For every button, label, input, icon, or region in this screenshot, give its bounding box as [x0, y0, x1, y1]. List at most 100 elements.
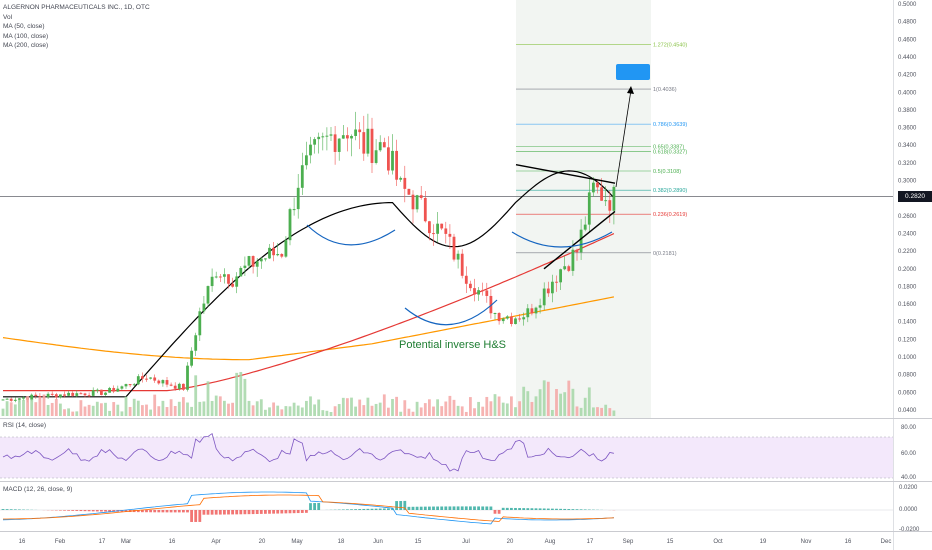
volume-bar — [583, 397, 587, 416]
volume-bar — [604, 404, 608, 416]
candle-body — [132, 384, 136, 386]
time-tick: Dec — [881, 539, 892, 545]
volume-bar — [173, 405, 177, 416]
volume-bar — [71, 411, 75, 416]
pattern-annotation[interactable]: Potential inverse H&S — [399, 339, 506, 351]
legend-ma100[interactable]: MA (100, close) — [3, 32, 49, 40]
price-tick: 0.3800 — [898, 108, 917, 114]
volume-bar — [493, 394, 497, 416]
legend-ma200[interactable]: MA (200, close) — [3, 42, 49, 49]
macd-histogram-bar — [395, 501, 398, 510]
macd-histogram-bar — [18, 509, 21, 510]
fib-label: 0.786(0.3639) — [653, 122, 687, 128]
legend-vol[interactable]: Vol — [3, 13, 13, 21]
volume-bar — [346, 398, 349, 416]
candle-body — [571, 249, 575, 271]
candle-body — [362, 132, 366, 154]
candle-body — [34, 394, 38, 397]
volume-bar — [169, 399, 173, 416]
price-tick: 0.4200 — [898, 73, 917, 79]
macd-histogram-bar — [382, 508, 386, 510]
candle-body — [161, 380, 165, 384]
volume-bar — [600, 407, 603, 416]
rsi-legend[interactable]: RSI (14, close) — [3, 422, 46, 429]
macd-histogram-bar — [124, 510, 128, 512]
candle-body — [452, 236, 456, 260]
volume-bar — [161, 400, 165, 416]
fib-label: 0(0.2181) — [653, 251, 677, 257]
macd-histogram-bar — [407, 506, 411, 510]
volume-bar — [276, 405, 280, 416]
volume-bar — [387, 407, 390, 416]
macd-histogram-bar — [403, 500, 407, 510]
macd-histogram-bar — [13, 509, 17, 510]
candle-body — [403, 177, 407, 189]
macd-histogram-bar — [313, 503, 316, 510]
time-tick: Nov — [801, 539, 812, 545]
symbol-title[interactable]: ALGERNON PHARMACEUTICALS INC., 1D, OTC — [3, 4, 150, 11]
macd-histogram-bar — [247, 510, 251, 515]
time-tick: Feb — [55, 539, 66, 545]
volume-bar — [432, 406, 435, 416]
macd-histogram-bar — [514, 507, 517, 510]
macd-histogram-bar — [469, 506, 472, 510]
right-shoulder-arc — [511, 231, 613, 248]
candle-body — [100, 389, 103, 395]
volume-bar — [452, 399, 456, 416]
volume-bar — [218, 396, 222, 416]
macd-histogram-bar — [419, 506, 423, 510]
macd-histogram-bar — [464, 506, 468, 510]
candle-body — [218, 276, 222, 278]
volume-bar — [34, 402, 38, 416]
legend-ma50[interactable]: MA (50, close) — [3, 23, 45, 30]
volume-bar — [579, 407, 583, 416]
macd-legend[interactable]: MACD (12, 26, close, 9) — [3, 486, 73, 493]
macd-histogram-bar — [9, 509, 13, 510]
macd-histogram-bar — [75, 510, 79, 511]
price-pane — [0, 0, 893, 418]
volume-bar — [440, 406, 444, 416]
candle-body — [374, 150, 378, 163]
candle-body — [464, 275, 468, 284]
price-tick: 0.1400 — [898, 320, 917, 326]
candle-body — [407, 188, 411, 195]
volume-bar — [448, 395, 452, 416]
macd-histogram-bar — [497, 510, 501, 514]
candle-body — [391, 150, 394, 171]
volume-bar — [153, 394, 157, 416]
candle-body — [583, 224, 587, 230]
volume-bar — [612, 410, 616, 416]
target-callout[interactable] — [616, 64, 650, 80]
macd-histogram-bar — [366, 508, 370, 510]
volume-bar — [337, 404, 341, 416]
macd-histogram-bar — [428, 506, 431, 510]
macd-histogram-bar — [214, 510, 218, 515]
volume-bar — [354, 406, 357, 416]
candle-body — [149, 377, 152, 379]
macd-histogram-bar — [251, 510, 255, 515]
resistance-line — [515, 163, 616, 184]
macd-histogram-bar — [177, 510, 181, 513]
volume-bar — [198, 401, 202, 416]
volume-bar — [341, 397, 345, 416]
macd-histogram-bar — [432, 506, 435, 510]
candle-body — [481, 290, 485, 292]
volume-bar — [559, 393, 562, 416]
candle-body — [354, 129, 357, 136]
volume-bar — [194, 375, 198, 416]
macd-histogram-bar — [153, 510, 157, 513]
rsi-tick: 80.00 — [901, 425, 917, 431]
candle-body — [559, 269, 562, 283]
price-tick: 0.0600 — [898, 390, 917, 396]
macd-histogram-bar — [259, 510, 263, 514]
macd-histogram-bar — [567, 509, 571, 510]
volume-bar — [268, 407, 271, 416]
candle-body — [305, 155, 308, 166]
macd-histogram-bar — [546, 508, 550, 510]
candle-body — [505, 316, 509, 319]
candle-body — [182, 383, 185, 390]
candle-body — [612, 186, 616, 211]
candle-body — [153, 377, 157, 381]
macd-histogram-bar — [448, 506, 452, 510]
